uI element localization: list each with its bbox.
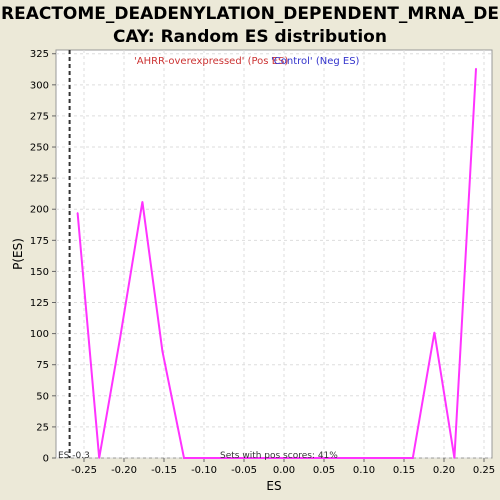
y-tick-label: 100	[30, 329, 49, 340]
chart-title-line-1: REACTOME_DEADENYLATION_DEPENDENT_MRNA_DE	[1, 4, 499, 24]
legend-neg-label: 'Control' (Neg ES)	[271, 56, 360, 67]
y-tick-label: 75	[36, 360, 49, 371]
data-point	[76, 212, 79, 214]
y-axis-ticks: 0 25 50 75 100 125 150 175 200 225 250 275 300 325	[30, 49, 56, 465]
y-tick-label: 200	[30, 205, 49, 216]
grid-lines	[56, 50, 492, 459]
data-point	[98, 457, 100, 459]
x-tick-label: 0.00	[273, 465, 295, 476]
x-tick-label: 0.10	[353, 465, 375, 476]
y-tick-label: 325	[30, 49, 49, 60]
x-tick-label: -0.10	[191, 465, 217, 476]
data-point	[475, 67, 477, 70]
x-tick-label: -0.15	[151, 465, 177, 476]
y-tick-label: 225	[30, 174, 49, 185]
x-axis-ticks: -0.25 -0.20 -0.15 -0.10 -0.05 0.00 0.05 0.10 0.1…	[71, 458, 495, 476]
data-point	[433, 331, 436, 334]
x-tick-label: 0.25	[473, 465, 495, 476]
es-distribution-line	[76, 68, 477, 459]
x-tick-label: -0.20	[111, 465, 137, 476]
y-tick-label: 275	[30, 111, 49, 122]
y-tick-label: 50	[36, 391, 49, 402]
data-point	[183, 457, 185, 459]
y-tick-label: 125	[30, 298, 49, 309]
plot-area	[55, 49, 493, 459]
data-point	[453, 457, 456, 459]
x-tick-label: -0.05	[231, 465, 257, 476]
data-point	[141, 200, 144, 203]
y-tick-label: 300	[30, 80, 49, 91]
y-tick-label: 0	[43, 454, 49, 465]
data-point	[161, 350, 164, 352]
x-tick-label: -0.25	[71, 465, 97, 476]
y-axis-title: P(ES)	[11, 238, 25, 270]
y-tick-label: 150	[30, 267, 49, 278]
y-tick-label: 175	[30, 236, 49, 247]
es-marker-label: ES -0.3	[58, 451, 90, 461]
x-tick-label: 0.15	[393, 465, 415, 476]
x-tick-label: 0.20	[433, 465, 455, 476]
chart-title-line-2: CAY: Random ES distribution	[113, 27, 387, 47]
data-point	[119, 337, 121, 340]
legend-pos-label: 'AHRR-overexpressed' (Pos ES)	[134, 56, 288, 67]
y-tick-label: 250	[30, 143, 49, 154]
series-layer	[76, 67, 477, 459]
x-axis-title: ES	[266, 479, 281, 493]
pos-scores-annotation: Sets with pos scores: 41%	[220, 451, 338, 461]
y-tick-label: 25	[36, 422, 49, 433]
x-tick-label: 0.05	[313, 465, 335, 476]
data-point	[412, 457, 414, 459]
